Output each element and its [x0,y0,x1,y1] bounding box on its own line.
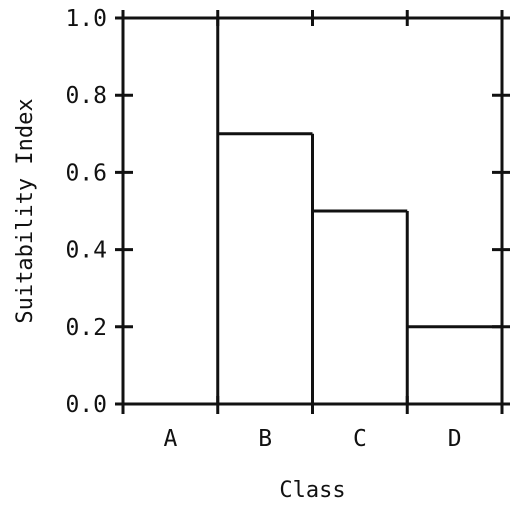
x-tick-label: C [353,426,367,452]
x-axis-tick-labels: A B C D [163,426,461,452]
x-axis-title: Class [279,478,345,503]
y-tick-label: 0.2 [65,315,107,341]
bar-steps [123,16,504,404]
y-tick-label: 0.4 [65,238,107,264]
x-tick-label: B [258,426,272,452]
x-tick-label: D [448,426,462,452]
y-axis-tick-labels: 0.0 0.2 0.4 0.6 0.8 1.0 [65,6,107,418]
y-tick-label: 0.8 [65,83,107,109]
y-tick-label: 0.0 [65,392,107,418]
y-tick-label: 1.0 [65,6,107,32]
x-tick-label: A [163,426,177,452]
y-axis-title: Suitability Index [13,98,38,323]
y-tick-label: 0.6 [65,160,107,186]
